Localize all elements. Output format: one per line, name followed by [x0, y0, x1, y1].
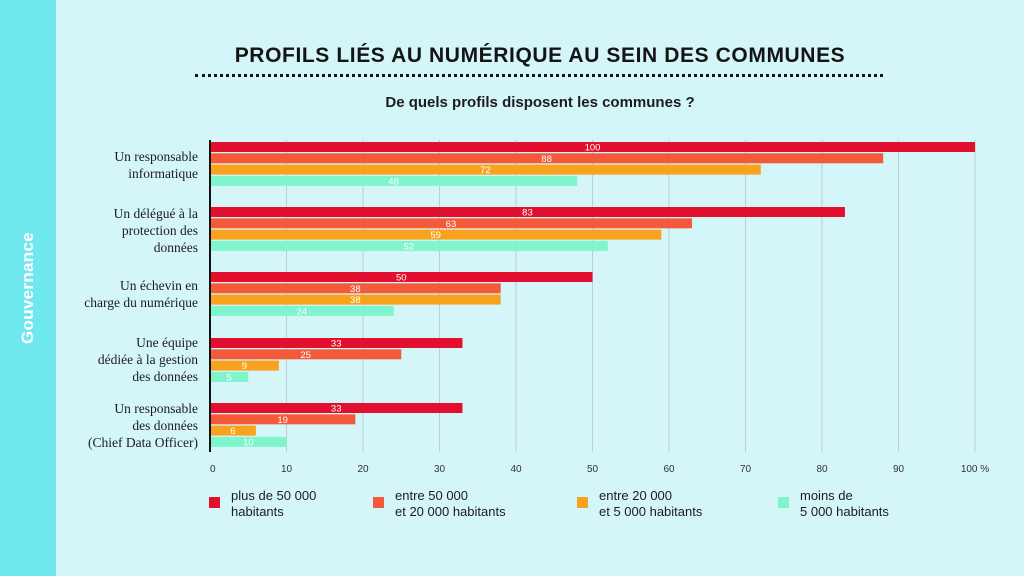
bar: [210, 272, 593, 282]
x-tick-label: 100 %: [961, 464, 989, 475]
side-strip: Gouvernance: [0, 0, 56, 576]
legend-label: entre 50 000 et 20 000 habitants: [395, 488, 506, 519]
category-label-chief-data-officer: Un responsable des données (Chief Data Off…: [88, 401, 198, 450]
bar: [210, 240, 608, 251]
x-tick-label: 80: [816, 464, 828, 475]
bar-value-label: 5: [226, 372, 231, 383]
legend-label: plus de 50 000 habitants: [231, 488, 317, 519]
title-underline: [195, 74, 883, 77]
bar-value-label: 59: [430, 230, 441, 241]
bar: [210, 164, 761, 175]
bar: [210, 414, 356, 425]
category-label-echevin-numerique: Un échevin en charge du numérique: [84, 278, 198, 310]
bar-value-label: 83: [522, 208, 533, 219]
bar: [210, 218, 692, 229]
bar-value-label: 10: [243, 437, 254, 448]
bar-value-label: 88: [541, 154, 552, 165]
bar: [210, 436, 287, 447]
bar: [210, 338, 463, 348]
category-label-equipe-donnees: Une équipe dédiée à la gestion des données: [97, 335, 198, 384]
bar-value-label: 63: [446, 219, 457, 230]
bar-value-label: 48: [388, 176, 399, 187]
bar-value-label: 72: [480, 165, 491, 176]
bar: [210, 305, 394, 316]
bar-value-label: 38: [350, 295, 361, 306]
chart-subtitle: De quels profils disposent les communes …: [385, 94, 695, 111]
bar-value-label: 100: [585, 143, 601, 154]
x-tick-label: 0: [210, 464, 216, 475]
legend-swatch: [209, 497, 220, 508]
category-label-delegue-protection: Un délégué à la protection des données: [113, 206, 198, 255]
x-tick-label: 30: [434, 464, 446, 475]
bar-value-label: 24: [297, 306, 308, 317]
bar-value-label: 25: [300, 350, 311, 361]
legend-swatch: [577, 497, 588, 508]
bar-value-label: 33: [331, 339, 342, 350]
bar: [210, 371, 249, 382]
bar: [210, 360, 279, 371]
bar: [210, 403, 463, 413]
x-tick-label: 90: [893, 464, 905, 475]
bar: [210, 175, 578, 186]
bar: [210, 349, 402, 360]
legend-swatch: [778, 497, 789, 508]
bar-value-label: 6: [230, 426, 235, 437]
legend-label: moins de 5 000 habitants: [800, 488, 889, 519]
bar-value-label: 38: [350, 284, 361, 295]
x-tick-label: 10: [281, 464, 293, 475]
chart-title: PROFILS LIÉS AU NUMÉRIQUE AU SEIN DES CO…: [234, 44, 846, 67]
bar-value-label: 52: [404, 241, 415, 252]
bar: [210, 425, 256, 436]
bar-value-label: 19: [277, 415, 288, 426]
bar: [210, 207, 845, 217]
bar-value-label: 50: [396, 273, 407, 284]
bar: [210, 283, 501, 294]
bar-value-label: 33: [331, 404, 342, 415]
legend-swatch: [373, 497, 384, 508]
legend-label: entre 20 000 et 5 000 habitants: [599, 488, 703, 519]
bar: [210, 294, 501, 305]
bar: [210, 153, 884, 164]
bar-value-label: 9: [242, 361, 247, 372]
category-label-responsable-informatique: Un responsable informatique: [114, 149, 198, 181]
x-tick-label: 20: [357, 464, 369, 475]
x-tick-label: 70: [740, 464, 752, 475]
bar: [210, 142, 975, 152]
bar: [210, 229, 662, 240]
x-tick-label: 40: [510, 464, 522, 475]
x-tick-label: 60: [663, 464, 675, 475]
x-tick-label: 50: [587, 464, 599, 475]
